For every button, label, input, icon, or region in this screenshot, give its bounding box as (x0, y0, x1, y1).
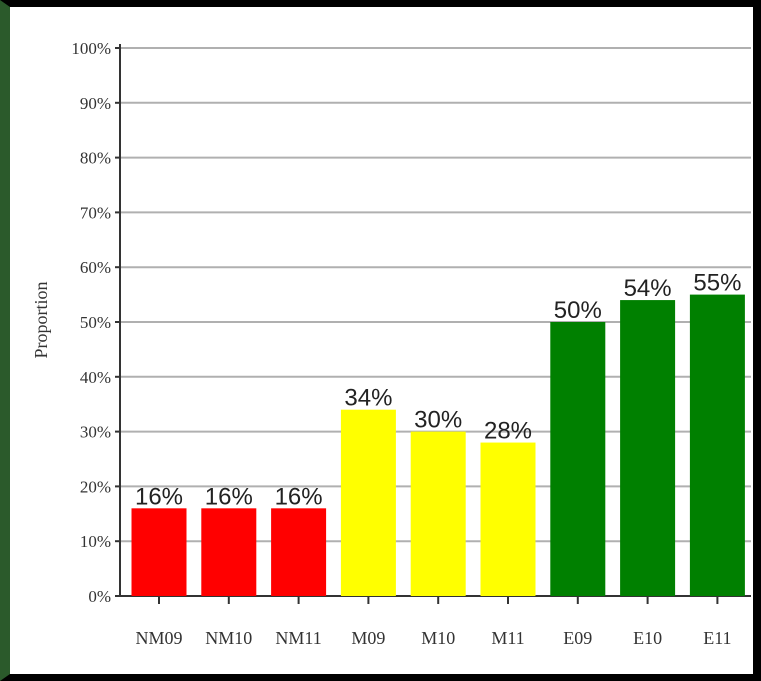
y-tick-label: 40% (80, 368, 111, 387)
y-tick-label: 0% (88, 587, 111, 606)
data-label: 54% (624, 275, 672, 302)
data-label: 16% (135, 483, 183, 510)
x-tick-label: NM11 (275, 628, 321, 648)
x-tick-label: E11 (703, 628, 731, 648)
bar-e09 (550, 322, 606, 596)
x-tick-label: NM10 (205, 628, 252, 648)
data-label: 30% (414, 407, 462, 434)
x-tick-label: M09 (351, 628, 385, 648)
x-tick-label: NM09 (135, 628, 182, 648)
bar-m09 (340, 409, 396, 596)
data-label: 16% (275, 483, 323, 510)
x-tick-label: E09 (563, 628, 592, 648)
y-tick-label: 90% (80, 94, 111, 113)
bar-nm11 (271, 508, 327, 596)
data-label: 28% (484, 418, 532, 445)
y-tick-label: 50% (80, 313, 111, 332)
labels: 0% 10% 20% 30% 40% 50% 60% 70% 80% 90% 100% NM09 16%… (71, 39, 741, 648)
data-label: 16% (205, 483, 253, 510)
y-tick-label: 80% (80, 149, 111, 168)
bar-m10 (410, 431, 466, 596)
x-tick-label: M11 (491, 628, 524, 648)
y-tick-label: 30% (80, 423, 111, 442)
y-tick-label: 60% (80, 258, 111, 277)
data-label: 34% (344, 385, 392, 412)
y-tick-label: 10% (80, 532, 111, 551)
bar-nm10 (201, 508, 257, 596)
data-label: 55% (693, 270, 741, 297)
y-tick-label: 70% (80, 203, 111, 222)
x-tick-label: E10 (633, 628, 662, 648)
bar-e10 (620, 300, 676, 596)
x-tick-label: M10 (421, 628, 455, 648)
bar-e11 (689, 294, 745, 596)
bar-nm09 (131, 508, 187, 596)
y-tick-label: 20% (80, 477, 111, 496)
y-tick-label: 100% (71, 39, 111, 58)
y-axis-title: Proportion (31, 281, 51, 358)
bar-m11 (480, 442, 536, 596)
bars (131, 294, 745, 596)
data-label: 50% (554, 297, 602, 324)
